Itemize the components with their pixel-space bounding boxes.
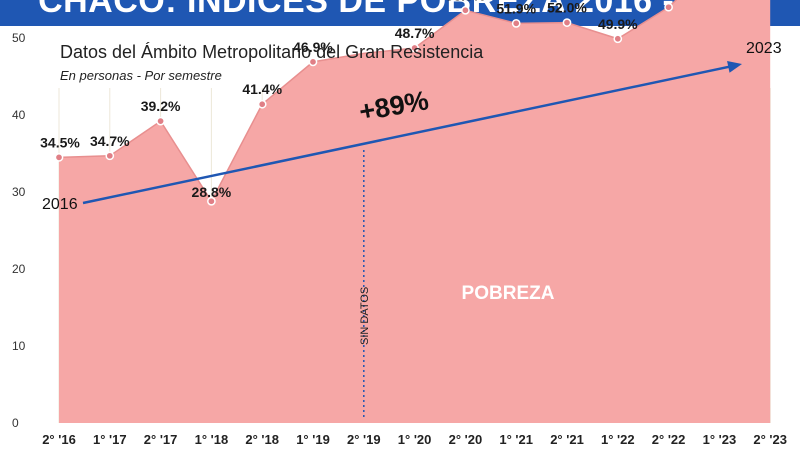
trend-arrow <box>82 61 742 205</box>
data-label: 52.0% <box>547 0 587 16</box>
data-point <box>54 153 64 162</box>
data-label: 34.7% <box>90 133 130 149</box>
chart-subtitle: En personas - Por semestre <box>60 68 222 83</box>
data-label: 48.7% <box>395 25 435 41</box>
data-point <box>105 151 115 161</box>
x-tick-label: 1° '17 <box>93 432 127 447</box>
x-tick-label: 2° '16 <box>42 432 76 447</box>
data-point <box>308 57 318 67</box>
y-tick-label: 50 <box>12 31 26 45</box>
x-tick-label: 2° '17 <box>144 432 178 447</box>
x-tick-label: 1° '20 <box>398 432 432 447</box>
x-tick-label: 2° '20 <box>449 432 483 447</box>
data-label: 51.9% <box>496 0 536 16</box>
x-tick-label: 1° '22 <box>601 432 635 447</box>
data-point <box>410 43 419 53</box>
x-tick-label: 1° '19 <box>296 432 330 447</box>
data-point <box>257 99 267 109</box>
x-tick-label: 1° '23 <box>703 432 737 447</box>
trend-end-label: 2023 <box>746 40 782 57</box>
y-tick-label: 0 <box>12 416 19 430</box>
poverty-area <box>59 0 771 423</box>
x-tick-label: 2° '18 <box>245 432 279 447</box>
trend-arrow-head <box>727 61 742 73</box>
x-axis-ticks: 2° '16 1° '17 2° '17 1° '18 2° '18 1° '19 2° '… <box>42 432 787 447</box>
x-tick-label: 2° '21 <box>550 432 584 447</box>
data-point <box>562 18 572 27</box>
data-label: 49.9% <box>598 16 638 32</box>
x-tick-label: 2° '22 <box>652 432 686 447</box>
trend-start-label: 2016 <box>42 196 78 213</box>
data-label: 53.6% <box>446 0 486 3</box>
no-data-label: SIN DATOS <box>359 287 371 345</box>
x-tick-label: 1° '18 <box>195 432 229 447</box>
data-label: 46.9% <box>293 39 333 55</box>
data-markers <box>54 2 673 206</box>
data-point <box>613 34 623 44</box>
data-label: 39.2% <box>141 98 181 114</box>
data-label: 41.4% <box>242 81 282 97</box>
area-layer <box>58 0 771 423</box>
y-tick-label: 10 <box>12 339 26 353</box>
data-label: 34.5% <box>40 134 80 150</box>
x-tick-label: 2° '23 <box>753 432 787 447</box>
data-point <box>664 2 673 12</box>
data-labels: 34.5% 34.7% 39.2% 28.8% 41.4% 46.9% 48.7% 53.6%… <box>40 0 689 200</box>
y-axis-ticks: 010203040506070 <box>12 31 26 430</box>
y-tick-label: 30 <box>12 185 26 199</box>
series-name-label: POBREZA <box>462 283 555 304</box>
data-point <box>207 196 216 206</box>
page-title: CHACO: ÍNDICES DE POBREZA 2016 - 2023 <box>38 0 762 20</box>
data-point <box>461 5 470 15</box>
data-point <box>511 19 521 28</box>
data-point <box>156 116 165 126</box>
x-tick-label: 2° '19 <box>347 432 381 447</box>
x-tick-label: 1° '21 <box>499 432 533 447</box>
y-tick-label: 40 <box>12 108 26 122</box>
data-label: 28.8% <box>192 184 232 200</box>
chart-title: Datos del Ámbito Metropolitano del Gran … <box>60 42 484 62</box>
y-tick-label: 20 <box>12 262 26 276</box>
trend-arrow-line <box>82 64 737 205</box>
